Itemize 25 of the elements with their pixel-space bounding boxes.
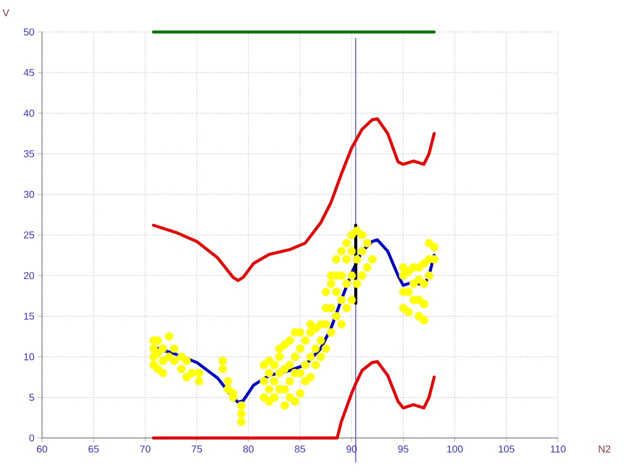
y-tick-label: 0 xyxy=(29,434,34,442)
x-tick-label: 60 xyxy=(36,446,48,453)
x-tick-label: 65 xyxy=(88,446,99,453)
x-tick-label: 70 xyxy=(140,446,150,453)
y-tick-label: 30 xyxy=(24,190,34,198)
y-tick-label: 5 xyxy=(29,394,34,401)
x-tick-label: 100 xyxy=(447,446,463,453)
x-tick-label: 110 xyxy=(550,446,566,453)
line-series xyxy=(152,360,436,440)
x-tick-label: 85 xyxy=(294,446,306,453)
y-tick-label: 10 xyxy=(24,353,34,360)
y-tick-label: 45 xyxy=(24,69,34,76)
x-tick-label: 80 xyxy=(243,446,254,453)
y-axis-title: V xyxy=(2,9,10,16)
y-tick-label: 25 xyxy=(24,231,34,239)
y-tick-label: 40 xyxy=(24,110,34,117)
y-tick-label: 20 xyxy=(24,272,34,280)
y-tick-label: 15 xyxy=(24,312,34,320)
x-tick-label: 75 xyxy=(192,446,202,452)
x-tick-label: 105 xyxy=(498,446,514,453)
y-tick-label: 50 xyxy=(24,28,34,36)
x-axis-title: N2 xyxy=(598,446,610,452)
line-series xyxy=(152,117,436,282)
x-tick-label: 95 xyxy=(398,446,408,453)
y-tick-label: 35 xyxy=(24,150,34,158)
